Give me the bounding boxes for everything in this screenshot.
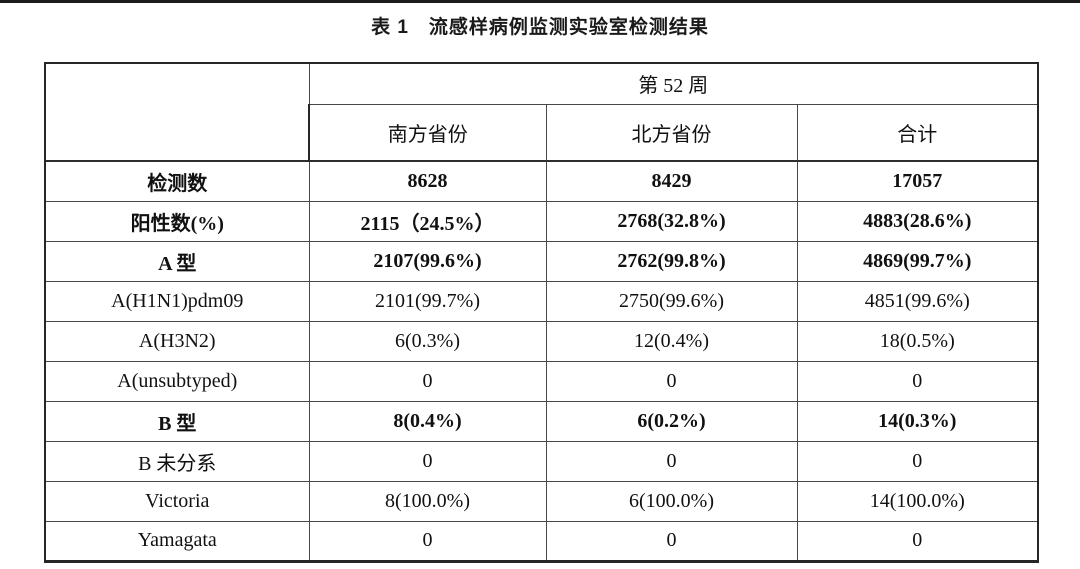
value-cell: 14(0.3%) [796,400,1039,442]
table-row: A(H1N1)pdm09 2101(99.7%) 2750(99.6%) 485… [44,280,1039,322]
value-cell: 6(100.0%) [545,480,798,522]
value-cell: 2762(99.8%) [545,240,798,282]
table-row: A(unsubtyped) 0 0 0 [44,360,1039,402]
table-row: B 未分系 0 0 0 [44,440,1039,482]
value-cell: 2101(99.7%) [308,280,547,322]
table-row: Yamagata 0 0 0 [44,520,1039,563]
results-table: 第 52 周 南方省份 北方省份 合计 检测数 8628 8429 17057 … [44,62,1039,563]
row-label: A(H1N1)pdm09 [44,280,310,322]
value-cell: 2107(99.6%) [308,240,547,282]
value-cell: 2768(32.8%) [545,200,798,242]
value-cell: 0 [796,440,1039,482]
column-header-south: 南方省份 [308,103,547,162]
value-cell: 17057 [796,160,1039,202]
value-cell: 0 [796,520,1039,563]
row-label: Victoria [44,480,310,522]
results-table-container: 第 52 周 南方省份 北方省份 合计 检测数 8628 8429 17057 … [44,62,1039,563]
value-cell: 8429 [545,160,798,202]
value-cell: 4851(99.6%) [796,280,1039,322]
row-label: A(unsubtyped) [44,360,310,402]
table-row: 检测数 8628 8429 17057 [44,160,1039,202]
row-label: 检测数 [44,160,310,202]
value-cell: 0 [308,440,547,482]
row-label: B 未分系 [44,440,310,482]
value-cell: 8(100.0%) [308,480,547,522]
page-top-border [0,0,1080,3]
value-cell: 12(0.4%) [545,320,798,362]
value-cell: 2750(99.6%) [545,280,798,322]
header-row-week: 第 52 周 [44,62,1039,162]
table-row: A 型 2107(99.6%) 2762(99.8%) 4869(99.7%) [44,240,1039,282]
value-cell: 0 [545,520,798,563]
column-header-north: 北方省份 [545,103,798,162]
row-label: A 型 [44,240,310,282]
value-cell: 14(100.0%) [796,480,1039,522]
value-cell: 0 [308,360,547,402]
value-cell: 4869(99.7%) [796,240,1039,282]
column-header-total: 合计 [796,103,1039,162]
row-label: A(H3N2) [44,320,310,362]
value-cell: 4883(28.6%) [796,200,1039,242]
header-row-columns: 南方省份 北方省份 合计 [45,103,1039,162]
value-cell: 0 [545,440,798,482]
table-row: A(H3N2) 6(0.3%) 12(0.4%) 18(0.5%) [44,320,1039,362]
table-row: Victoria 8(100.0%) 6(100.0%) 14(100.0%) [44,480,1039,522]
table-row: B 型 8(0.4%) 6(0.2%) 14(0.3%) [44,400,1039,442]
row-label: Yamagata [44,520,310,563]
value-cell: 6(0.3%) [308,320,547,362]
value-cell: 0 [308,520,547,563]
value-cell: 0 [545,360,798,402]
table-title: 表 1 流感样病例监测实验室检测结果 [371,17,709,38]
value-cell: 0 [796,360,1039,402]
row-label: 阳性数(%) [44,200,310,242]
value-cell: 6(0.2%) [545,400,798,442]
value-cell: 8628 [308,160,547,202]
row-label: B 型 [44,400,310,442]
week-header-cell: 第 52 周 [308,62,1039,105]
value-cell: 18(0.5%) [796,320,1039,362]
corner-cell [44,62,310,162]
table-row: 阳性数(%) 2115（24.5%） 2768(32.8%) 4883(28.6… [44,200,1039,242]
value-cell: 2115（24.5%） [308,200,547,242]
value-cell: 8(0.4%) [308,400,547,442]
